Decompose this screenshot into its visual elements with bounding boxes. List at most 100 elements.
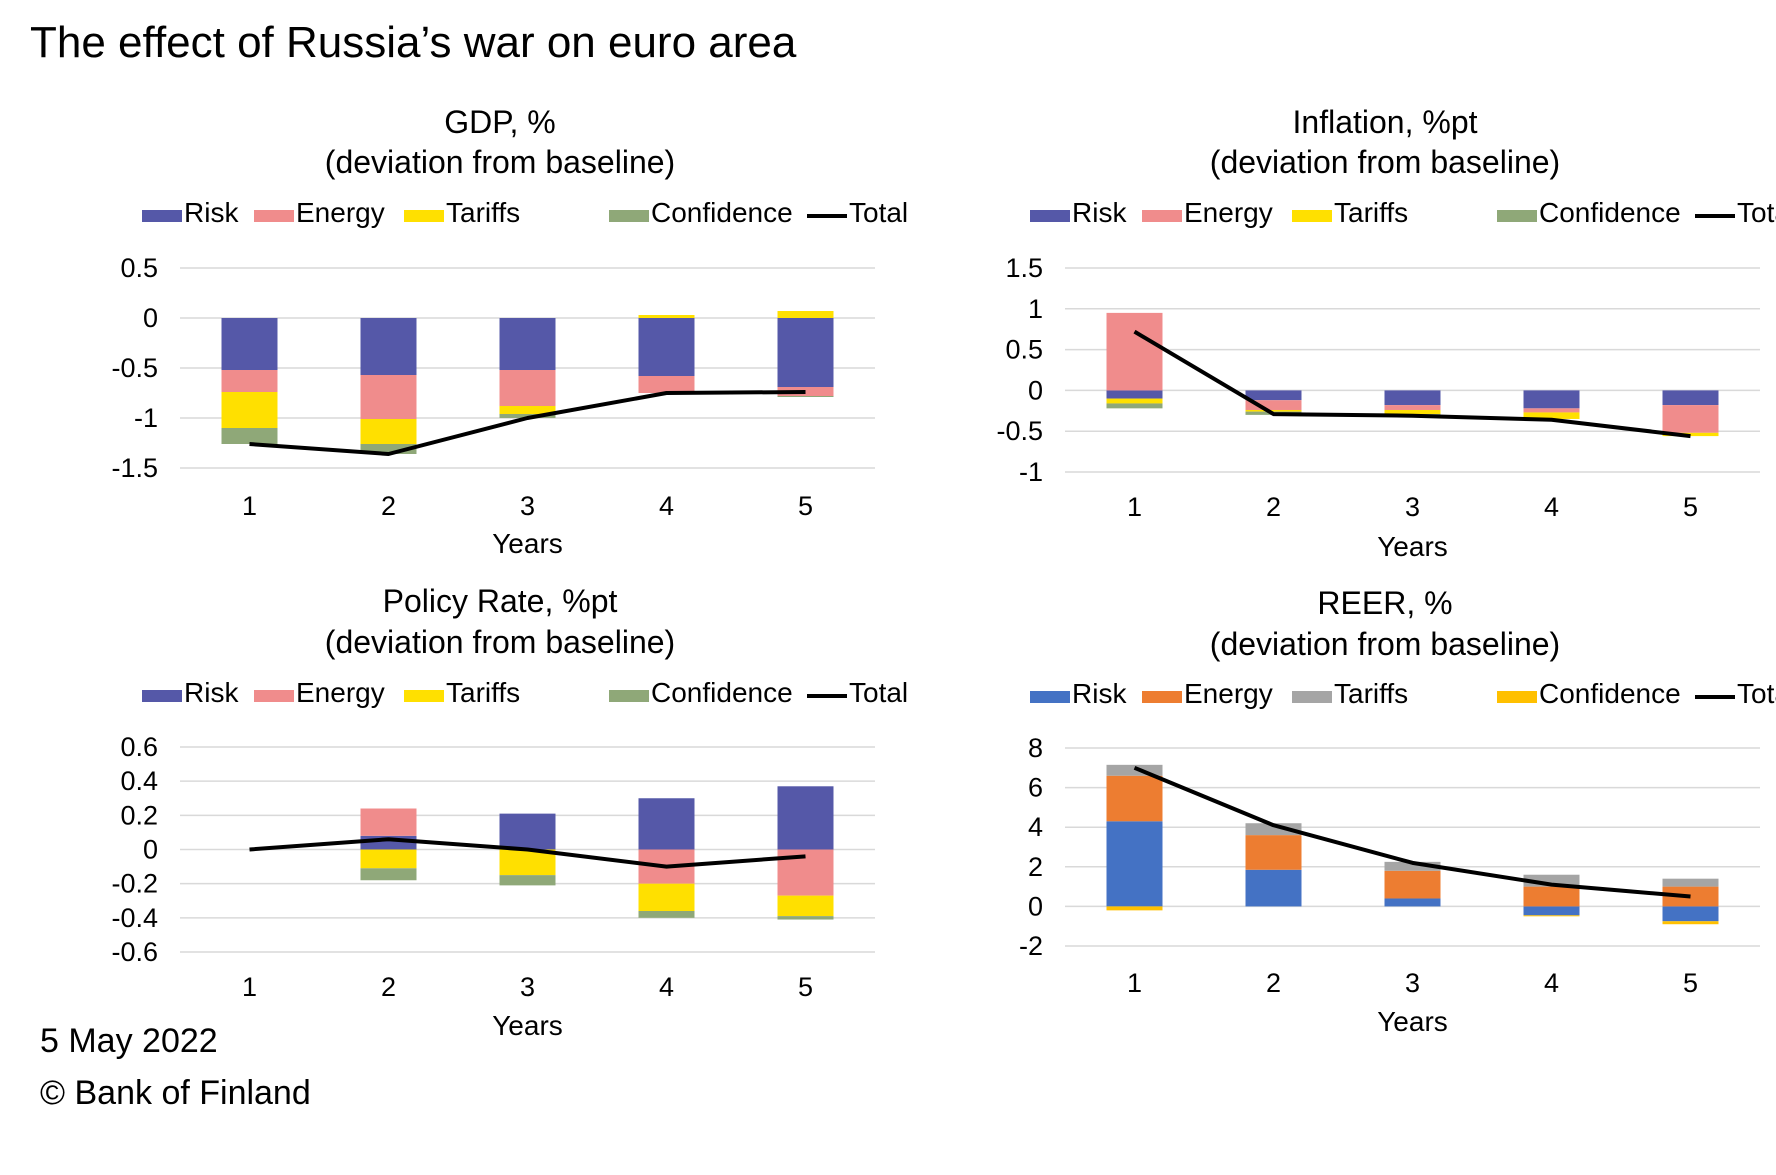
bar-confidence-year-4	[1523, 915, 1580, 917]
total-line	[249, 390, 806, 456]
chart-panel-2: Inflation, %pt (deviation from baseline) R…	[996, 104, 1776, 562]
y-tick-label: -0.4	[111, 903, 158, 933]
y-tick-label: 0	[1028, 375, 1043, 405]
bar-risk-year-3	[1384, 898, 1441, 907]
legend-label-total: Total	[1737, 197, 1776, 228]
chart-subtitle: (deviation from baseline)	[1210, 144, 1560, 180]
x-tick-label: 2	[1266, 968, 1281, 998]
bar-tariffs-year-5	[777, 895, 834, 917]
legend-label-tariffs: Tariffs	[1334, 678, 1408, 709]
bar-risk-year-5	[777, 786, 834, 850]
chart-subtitle: (deviation from baseline)	[1210, 626, 1560, 662]
legend-swatch-confidence	[1497, 210, 1537, 222]
bar-tariffs-year-2	[1245, 409, 1302, 412]
bar-tariffs-year-4	[1523, 412, 1580, 419]
bar-risk-year-4	[1523, 906, 1580, 916]
legend-swatch-energy	[1142, 210, 1182, 222]
bar-risk-year-2	[1245, 390, 1302, 401]
bar-energy-year-2	[1245, 400, 1302, 410]
y-tick-label: -0.6	[111, 937, 158, 967]
x-tick-label: 4	[659, 491, 674, 521]
total-line	[1133, 765, 1691, 899]
legend-swatch-risk	[142, 210, 182, 222]
x-axis-label: Years	[492, 528, 563, 559]
bar-energy-year-5	[777, 387, 834, 396]
legend-swatch-tariffs	[404, 210, 444, 222]
x-tick-label: 5	[798, 491, 813, 521]
y-tick-label: -0.2	[111, 869, 158, 899]
y-tick-label: -1.5	[111, 453, 158, 483]
bar-confidence-year-3	[499, 875, 556, 886]
y-tick-label: 0.6	[120, 732, 158, 762]
y-tick-label: -2	[1019, 931, 1043, 961]
bar-confidence-year-5	[777, 396, 834, 397]
bar-risk-year-3	[1384, 390, 1441, 406]
bar-tariffs-year-2	[1245, 823, 1302, 836]
legend-swatch-confidence	[609, 690, 649, 702]
y-tick-label: 0.5	[1005, 335, 1043, 365]
legend-label-confidence: Confidence	[1539, 678, 1681, 709]
x-axis-label: Years	[1377, 531, 1448, 562]
x-tick-label: 5	[798, 972, 813, 1002]
bar-risk-year-4	[638, 318, 695, 376]
bar-energy-year-4	[1523, 886, 1580, 907]
bar-energy-year-2	[1245, 835, 1302, 870]
legend-swatch-energy	[1142, 691, 1182, 703]
bar-confidence-year-2	[360, 444, 417, 454]
x-tick-label: 3	[520, 972, 535, 1002]
y-tick-label: 4	[1028, 812, 1043, 842]
bar-tariffs-year-3	[499, 406, 556, 414]
bar-energy-year-1	[1106, 312, 1163, 391]
bar-tariffs-year-5	[1662, 878, 1719, 887]
legend-swatch-energy	[254, 690, 294, 702]
x-tick-label: 2	[381, 972, 396, 1002]
legend-label-energy: Energy	[296, 197, 385, 228]
chart-title: GDP, %	[444, 104, 555, 140]
legend-swatch-energy	[254, 210, 294, 222]
y-tick-label: 0	[143, 303, 158, 333]
legend-label-risk: Risk	[184, 677, 239, 708]
y-tick-label: -0.5	[111, 353, 158, 383]
bar-risk-year-1	[221, 318, 278, 370]
bar-risk-year-3	[499, 318, 556, 370]
footer-copyright: © Bank of Finland	[40, 1074, 311, 1112]
bar-confidence-year-2	[360, 868, 417, 881]
y-tick-label: 0.5	[120, 253, 158, 283]
bar-confidence-year-1	[1106, 906, 1163, 911]
bar-tariffs-year-1	[221, 392, 278, 428]
x-tick-label: 3	[520, 491, 535, 521]
x-axis-label: Years	[492, 1010, 563, 1041]
bar-tariffs-year-5	[777, 311, 834, 318]
y-tick-label: 1	[1028, 294, 1043, 324]
x-tick-label: 4	[659, 972, 674, 1002]
x-tick-label: 5	[1683, 492, 1698, 522]
legend-label-confidence: Confidence	[651, 197, 793, 228]
bar-tariffs-year-2	[360, 849, 417, 869]
bar-tariffs-year-4	[638, 883, 695, 911]
chart-title: REER, %	[1317, 585, 1452, 621]
y-tick-label: 6	[1028, 773, 1043, 803]
x-tick-label: 2	[381, 491, 396, 521]
bar-confidence-year-5	[777, 916, 834, 920]
x-tick-label: 1	[1127, 968, 1142, 998]
legend-label-energy: Energy	[1184, 678, 1273, 709]
legend-label-total: Total	[849, 677, 908, 708]
bar-tariffs-year-4	[638, 315, 695, 318]
x-tick-label: 1	[242, 972, 257, 1002]
legend-label-energy: Energy	[1184, 197, 1273, 228]
bar-risk-year-2	[1245, 869, 1302, 907]
bar-confidence-year-5	[1662, 921, 1719, 925]
legend-swatch-tariffs	[404, 690, 444, 702]
legend-label-total: Total	[1737, 678, 1776, 709]
bar-confidence-year-1	[221, 428, 278, 444]
bar-risk-year-3	[499, 813, 556, 850]
chart-subtitle: (deviation from baseline)	[325, 144, 675, 180]
total-line	[1133, 329, 1691, 439]
legend-swatch-risk	[1030, 691, 1070, 703]
bar-energy-year-1	[221, 370, 278, 392]
chart-panel-3: Policy Rate, %pt (deviation from baseline…	[111, 583, 908, 1041]
y-tick-label: 0	[1028, 891, 1043, 921]
bar-tariffs-year-4	[1523, 874, 1580, 887]
legend-swatch-risk	[142, 690, 182, 702]
